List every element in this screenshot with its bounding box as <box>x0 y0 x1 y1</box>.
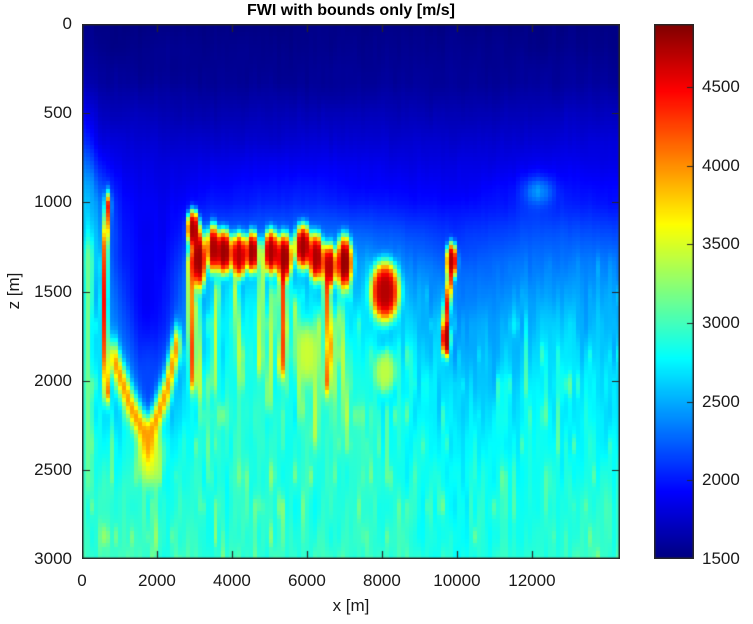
colorbar-tick-label: 2500 <box>702 391 740 411</box>
x-tick-label: 2000 <box>138 571 176 590</box>
x-tick-label: 6000 <box>288 571 326 590</box>
x-axis-label: x [m] <box>332 596 370 615</box>
y-tick-label: 500 <box>43 103 72 123</box>
y-tick-label: 1500 <box>34 281 72 301</box>
colorbar-canvas <box>654 24 694 559</box>
x-tick-label: 4000 <box>213 571 251 590</box>
y-tick-label: 2500 <box>34 459 72 479</box>
colorbar-tick-label: 3500 <box>702 234 740 254</box>
colorbar-tick-label: 2000 <box>702 470 740 490</box>
x-tick-label: 8000 <box>363 571 401 590</box>
y-tick-label: 3000 <box>34 549 72 568</box>
colorbar-tick-label: 4000 <box>702 155 740 175</box>
colorbar-tick-label: 4500 <box>702 76 740 96</box>
colorbar-tick-label: 3000 <box>702 312 740 332</box>
colorbar-tick-label: 1500 <box>702 549 740 568</box>
y-tick-label: 1000 <box>34 192 72 212</box>
x-tick-label: 0 <box>77 571 87 590</box>
figure-title: FWI with bounds only [m/s] <box>247 2 455 19</box>
velocity-heatmap-canvas <box>82 24 620 559</box>
x-tick-label: 10000 <box>433 571 481 590</box>
y-tick-label: 2000 <box>34 370 72 390</box>
y-tick-label: 0 <box>62 14 72 33</box>
x-tick-label: 12000 <box>508 571 556 590</box>
